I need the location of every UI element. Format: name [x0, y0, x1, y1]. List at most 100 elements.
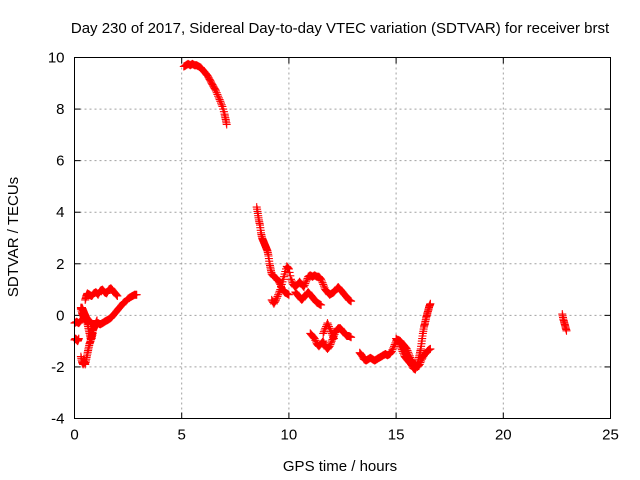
data-point — [213, 90, 222, 99]
data-point — [317, 301, 326, 309]
data-point — [357, 350, 366, 359]
data-point — [283, 263, 292, 272]
data-point — [287, 275, 295, 284]
data-point — [329, 332, 338, 341]
y-tick-label: 6 — [56, 153, 64, 170]
data-point — [273, 292, 282, 301]
y-tick-label: -4 — [51, 411, 64, 428]
data-point — [286, 271, 295, 280]
data-point — [411, 365, 420, 374]
data-point — [284, 264, 293, 273]
data-point — [284, 290, 293, 299]
data-point — [75, 318, 84, 327]
data-point — [112, 290, 120, 299]
data-point — [212, 87, 220, 95]
data-point — [302, 276, 311, 285]
data-point — [329, 334, 338, 343]
data-point — [397, 345, 406, 354]
y-tick-label: 2 — [56, 256, 64, 273]
data-point — [317, 277, 326, 285]
data-point — [403, 346, 412, 355]
data-point — [406, 359, 415, 368]
data-point — [319, 338, 328, 347]
data-point — [387, 347, 396, 356]
x-tick-label: 10 — [281, 427, 298, 444]
y-tick-label: 4 — [56, 204, 64, 221]
data-point — [318, 278, 327, 287]
data-point — [562, 326, 571, 335]
series-points — [70, 59, 571, 374]
data-point — [399, 349, 408, 358]
data-point — [397, 344, 406, 352]
data-point — [319, 280, 328, 289]
data-point — [317, 275, 326, 284]
y-axis-label: SDTVAR / TECUs — [5, 177, 22, 297]
data-point — [274, 290, 283, 299]
data-point — [214, 93, 223, 102]
data-point — [327, 329, 336, 338]
y-tick-label: 0 — [56, 307, 64, 324]
data-point — [216, 97, 225, 106]
x-tick-label: 25 — [602, 427, 619, 444]
data-point — [412, 362, 421, 371]
x-tick-label: 0 — [70, 427, 78, 444]
data-point — [347, 333, 356, 342]
data-point — [215, 95, 224, 104]
data-point — [327, 338, 336, 347]
data-point — [325, 324, 334, 333]
data-point — [405, 350, 413, 358]
data-point — [217, 100, 226, 109]
data-point — [396, 342, 405, 351]
data-point — [88, 329, 97, 338]
data-point — [132, 290, 141, 299]
x-tick-label: 20 — [495, 427, 512, 444]
data-point — [319, 282, 328, 291]
data-point — [222, 120, 231, 129]
data-point — [275, 287, 284, 296]
data-point — [319, 329, 328, 338]
data-point — [402, 344, 411, 353]
data-point — [327, 327, 336, 336]
x-tick-label: 15 — [388, 427, 405, 444]
data-point — [326, 326, 335, 334]
data-point — [302, 277, 311, 286]
data-point — [388, 345, 397, 354]
data-point — [284, 264, 293, 273]
y-tick-label: 10 — [48, 50, 65, 67]
data-point — [311, 336, 320, 345]
data-point — [426, 344, 435, 353]
grid — [74, 57, 611, 419]
data-point — [300, 281, 309, 290]
data-point — [328, 331, 337, 340]
y-tick-label: -2 — [51, 359, 64, 376]
data-point — [212, 88, 221, 97]
data-point — [394, 337, 403, 346]
data-point — [272, 294, 281, 303]
data-point — [310, 334, 319, 343]
data-point — [309, 332, 318, 341]
data-point — [299, 283, 308, 291]
data-point — [112, 291, 121, 300]
data-point — [323, 319, 332, 328]
data-point — [426, 299, 435, 308]
data-point — [287, 277, 296, 285]
x-tick-label: 5 — [178, 427, 186, 444]
data-point — [347, 297, 356, 306]
data-point — [386, 349, 395, 358]
data-point — [325, 342, 334, 351]
data-point — [324, 322, 333, 331]
data-point — [113, 292, 122, 300]
data-point — [319, 337, 328, 346]
data-point — [301, 279, 310, 288]
data-point — [404, 348, 413, 357]
plot-frame — [74, 57, 611, 419]
data-point — [217, 99, 225, 108]
data-series — [70, 59, 571, 374]
data-point — [412, 363, 421, 372]
data-point — [324, 320, 333, 329]
y-tick-label: 8 — [56, 101, 64, 118]
data-point — [398, 347, 407, 356]
data-point — [395, 338, 403, 347]
chart-title: Day 230 of 2017, Sidereal Day-to-day VTE… — [71, 20, 610, 37]
